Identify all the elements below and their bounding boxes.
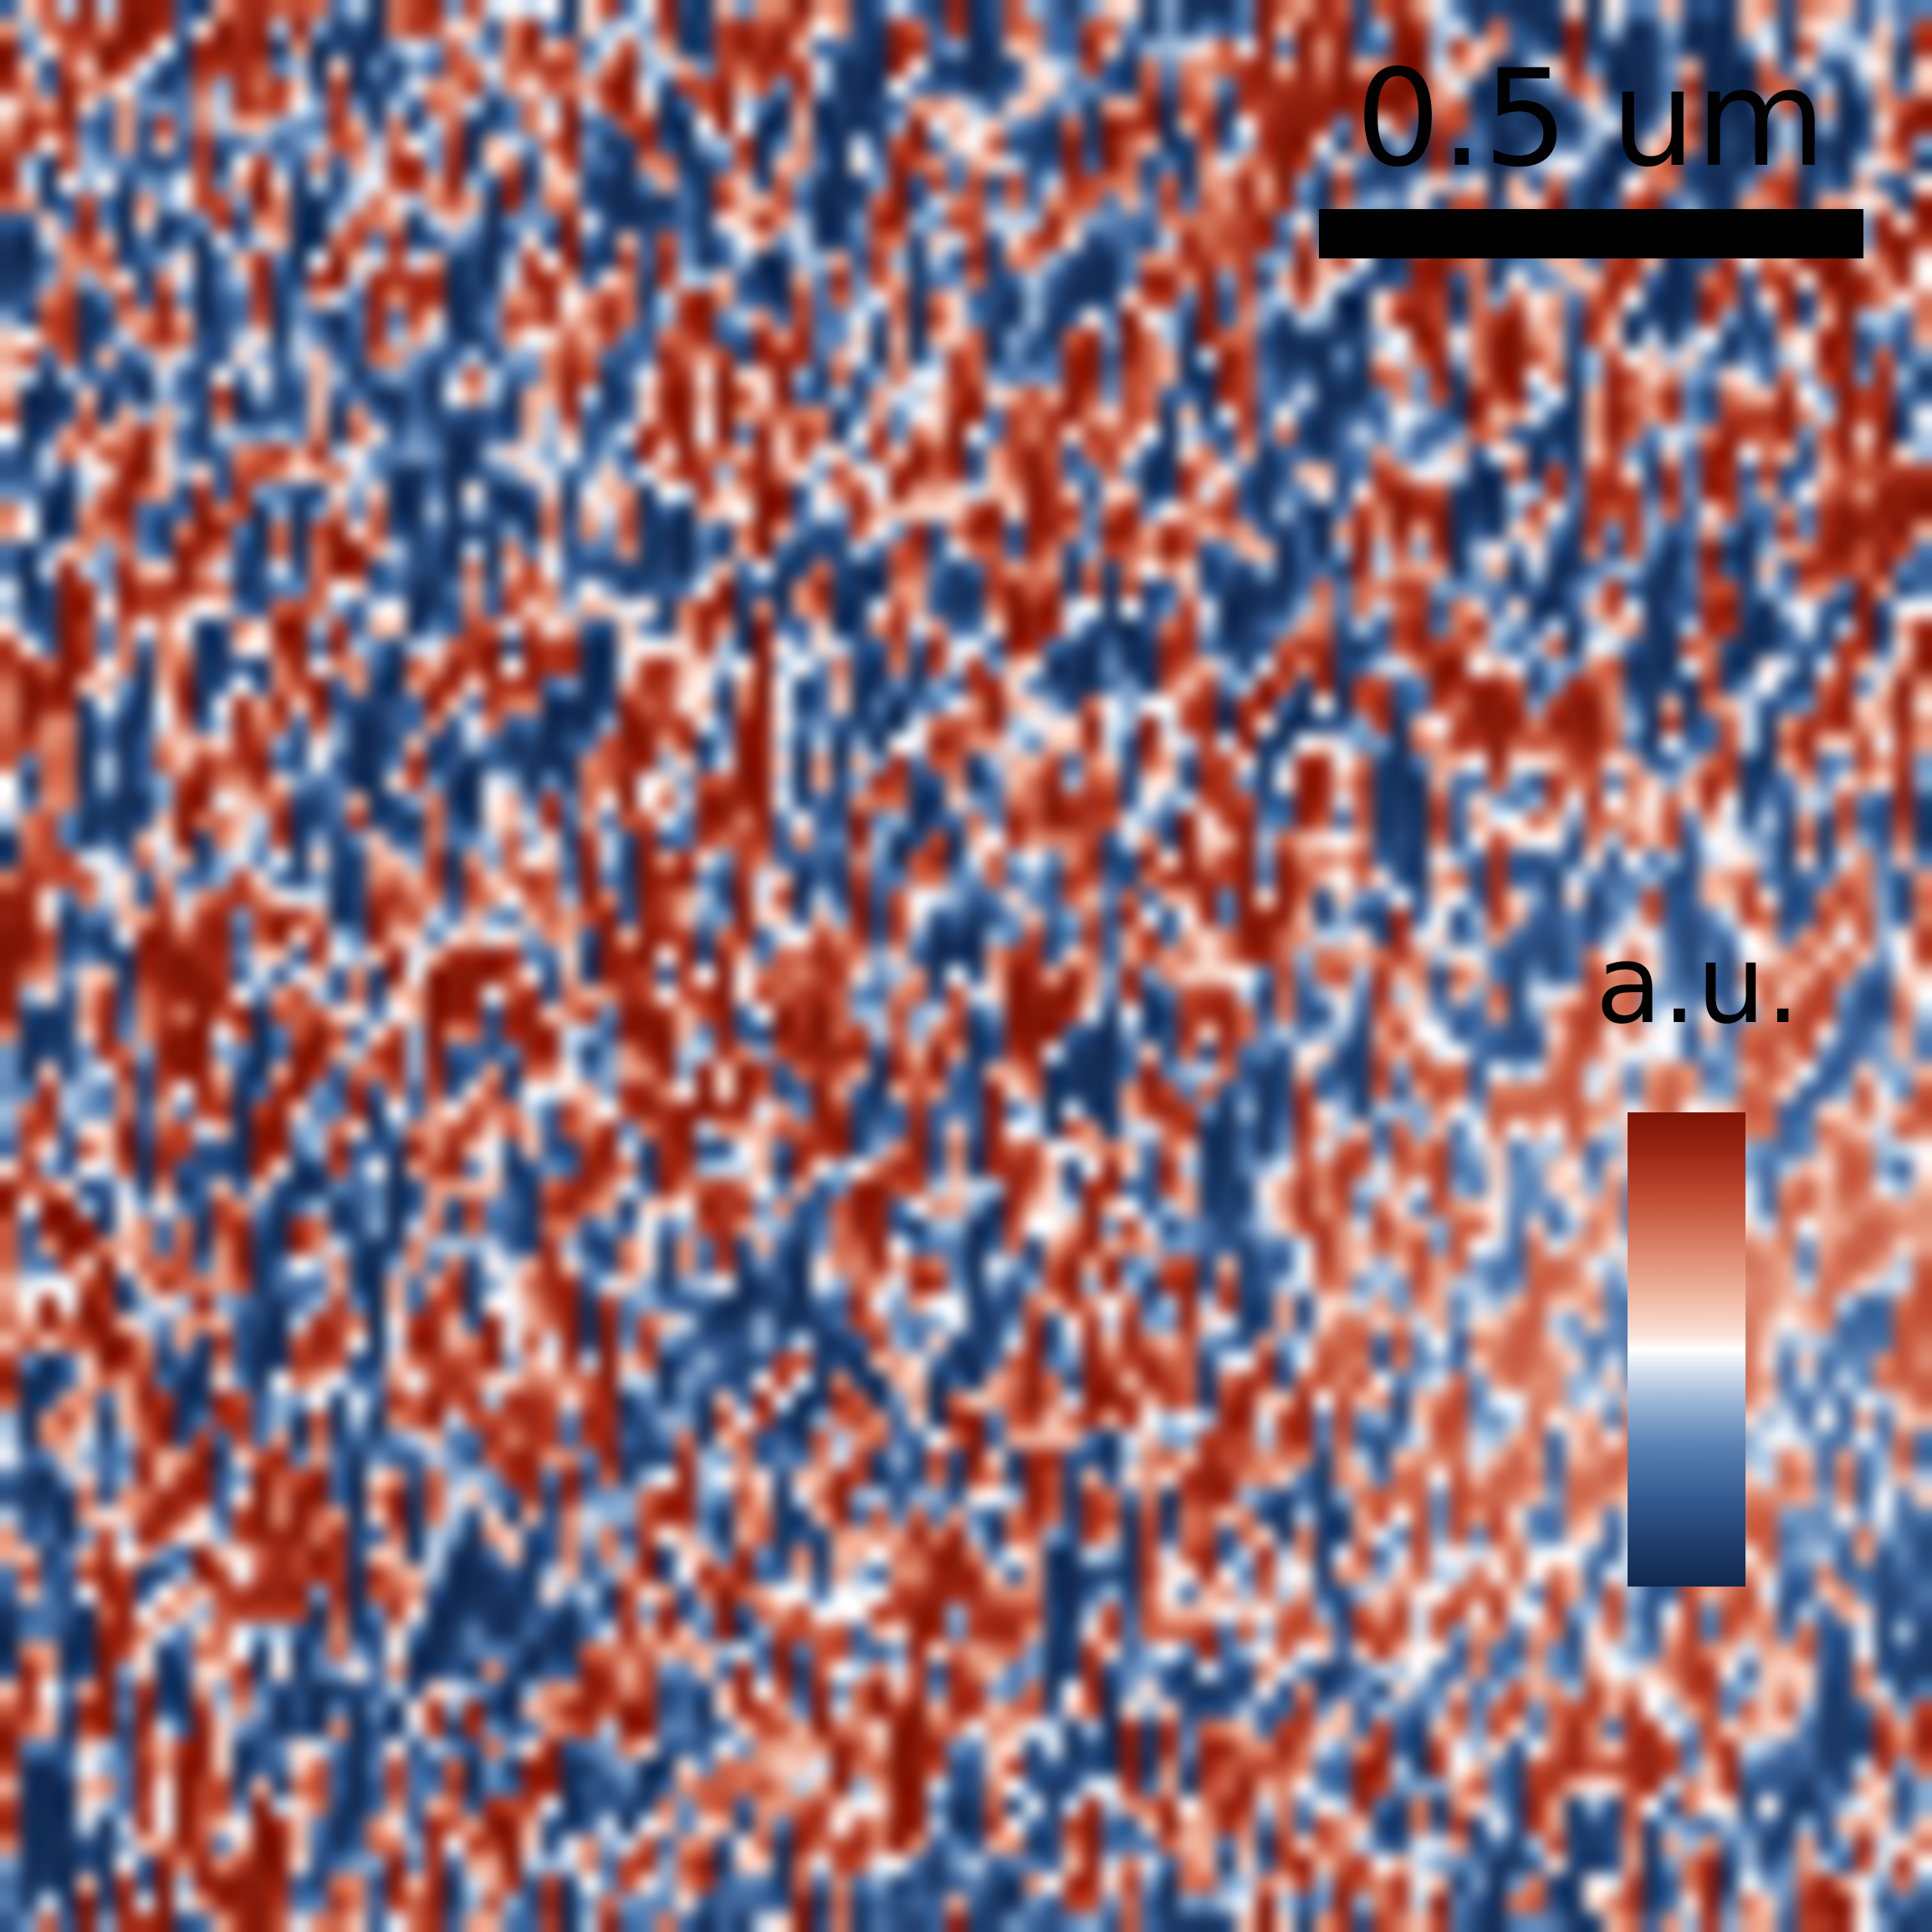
scalebar-bar xyxy=(1319,209,1863,258)
colorbar-label: a.u. xyxy=(1595,921,1801,1048)
colorbar-gradient xyxy=(1628,1112,1745,1587)
scalebar-label: 0.5 um xyxy=(1355,40,1827,197)
